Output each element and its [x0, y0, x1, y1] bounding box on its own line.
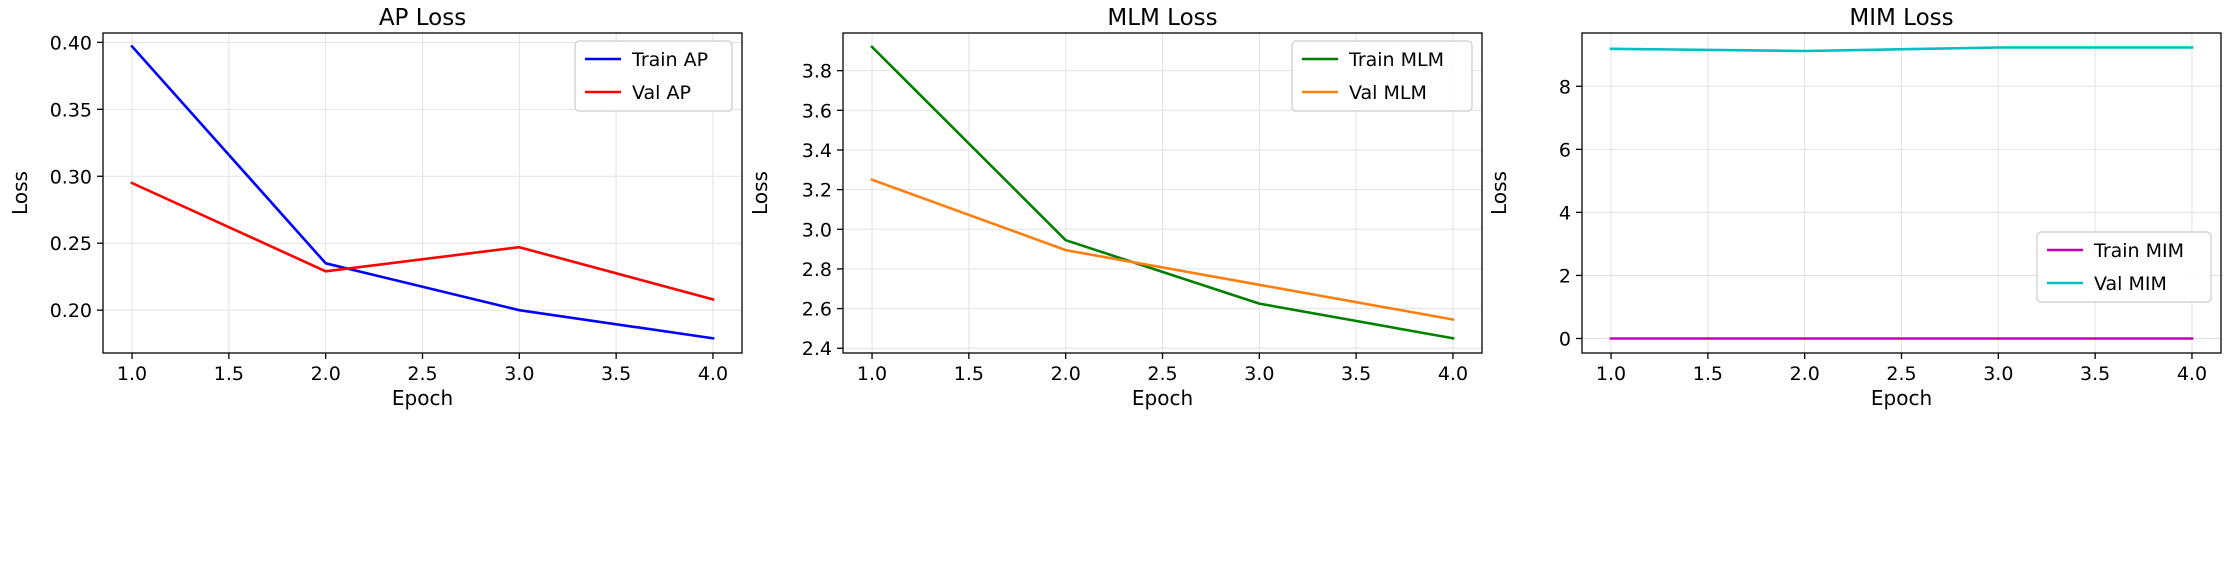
- y-axis-label: Loss: [1487, 171, 1511, 215]
- y-tick-label: 3.6: [802, 100, 832, 122]
- x-tick-label: 2.0: [1051, 363, 1081, 385]
- x-tick-label: 4.0: [2177, 363, 2207, 385]
- x-tick-label: 1.5: [954, 363, 984, 385]
- legend-label-1: Train AP: [631, 49, 708, 71]
- chart-title: MIM Loss: [1849, 5, 1953, 31]
- series-line-1: [870, 45, 1455, 340]
- legend: Train AP Val AP: [574, 40, 733, 112]
- x-tick-label: 1.0: [857, 363, 887, 385]
- x-tick-label: 3.0: [1244, 363, 1274, 385]
- legend-label-1: Train MLM: [1348, 49, 1444, 71]
- y-tick-label: 0: [1559, 328, 1571, 350]
- series-line-1: [130, 44, 715, 340]
- y-tick-label: 3.2: [802, 180, 832, 202]
- x-tick-label: 2.0: [311, 363, 341, 385]
- x-tick-label: 3.0: [504, 363, 534, 385]
- x-tick-label: 1.5: [1693, 363, 1723, 385]
- series-line-2: [1609, 46, 2194, 53]
- legend-label-2: Val MIM: [2094, 273, 2167, 295]
- subplot-2: 1.0 1.5 2.0 2.5 3.0 3.5 4.0 2.4 2.6 2.8 3.0 3.2 3.4 3…: [748, 5, 1483, 410]
- y-tick-label: 2.8: [802, 259, 832, 281]
- legend: Train MIM Val MIM: [2036, 231, 2212, 303]
- y-tick-label: 8: [1559, 76, 1571, 98]
- y-tick-label: 2: [1559, 265, 1571, 287]
- x-tick-label: 2.5: [1147, 363, 1177, 385]
- subplot-1: 1.0 1.5 2.0 2.5 3.0 3.5 4.0 0.20 0.25 0.30 0.35 0.4…: [8, 5, 743, 410]
- x-axis-label: Epoch: [1132, 386, 1193, 410]
- x-tick-label: 2.5: [407, 363, 437, 385]
- x-tick-label: 2.5: [1886, 363, 1916, 385]
- axes-frame: [102, 32, 743, 354]
- x-tick-label: 1.0: [117, 363, 147, 385]
- y-tick-label: 0.25: [50, 233, 92, 255]
- axes-frame: [842, 32, 1483, 354]
- y-axis-label: Loss: [748, 171, 772, 215]
- legend: Train MLM Val MLM: [1291, 40, 1473, 112]
- y-tick-label: 2.6: [802, 299, 832, 321]
- x-tick-label: 2.0: [1790, 363, 1820, 385]
- series-line-2: [870, 178, 1455, 322]
- subplot-3: 1.0 1.5 2.0 2.5 3.0 3.5 4.0 0 2 4 6 8 MIM Loss Epoch L…: [1487, 5, 2222, 410]
- x-tick-label: 4.0: [1438, 363, 1468, 385]
- x-axis-label: Epoch: [392, 386, 453, 410]
- y-tick-label: 2.4: [802, 338, 832, 360]
- y-tick-label: 0.40: [50, 32, 92, 54]
- x-tick-label: 3.0: [1983, 363, 2013, 385]
- y-tick-label: 3.0: [802, 219, 832, 241]
- x-axis-label: Epoch: [1871, 386, 1932, 410]
- chart-title: AP Loss: [379, 5, 466, 31]
- y-tick-label: 0.30: [50, 166, 92, 188]
- x-tick-label: 1.0: [1596, 363, 1626, 385]
- chart-title: MLM Loss: [1107, 5, 1217, 31]
- y-tick-label: 6: [1559, 139, 1571, 161]
- x-tick-label: 1.5: [214, 363, 244, 385]
- legend-label-2: Val MLM: [1349, 82, 1427, 104]
- series-line-2: [130, 181, 715, 301]
- x-tick-label: 3.5: [2080, 363, 2110, 385]
- x-tick-label: 4.0: [698, 363, 728, 385]
- x-tick-label: 3.5: [601, 363, 631, 385]
- y-tick-label: 0.35: [50, 99, 92, 121]
- x-tick-label: 3.5: [1341, 363, 1371, 385]
- legend-label-1: Train MIM: [2093, 240, 2184, 262]
- axes-frame: [1581, 32, 2222, 354]
- y-tick-label: 3.4: [802, 140, 832, 162]
- y-tick-label: 4: [1559, 202, 1571, 224]
- y-axis-label: Loss: [8, 171, 32, 215]
- y-tick-label: 0.20: [50, 300, 92, 322]
- y-tick-label: 3.8: [802, 61, 832, 83]
- legend-label-2: Val AP: [632, 82, 691, 104]
